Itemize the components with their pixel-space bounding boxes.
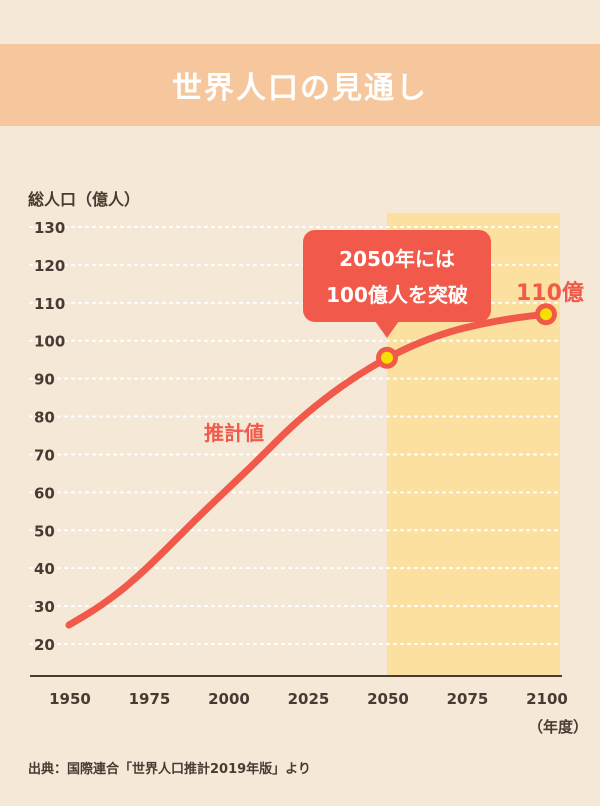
x-tick-label: 2075 xyxy=(447,690,489,708)
source-note: 出典：国際連合「世界人口推計2019年版」より xyxy=(28,762,311,777)
y-tick-label: 60 xyxy=(34,484,55,502)
y-tick-label: 70 xyxy=(34,446,55,464)
y-tick-label: 50 xyxy=(34,522,55,540)
y-tick-label: 30 xyxy=(34,598,55,616)
y-tick-label: 130 xyxy=(34,219,65,237)
marker-2100 xyxy=(540,308,552,321)
end-value-label: 110億 xyxy=(516,280,584,306)
title-bar: 世界人口の見通し xyxy=(0,44,600,126)
callout-pointer xyxy=(375,321,399,338)
page-title: 世界人口の見通し xyxy=(172,71,428,106)
x-tick-label: 2000 xyxy=(208,690,250,708)
x-tick-label: 2025 xyxy=(288,690,330,708)
y-tick-label: 90 xyxy=(34,371,55,389)
y-tick-label: 80 xyxy=(34,409,55,427)
series-label: 推計値 xyxy=(204,421,264,445)
x-axis-unit: （年度） xyxy=(528,718,589,736)
x-tick-label: 2050 xyxy=(367,690,409,708)
y-tick-label: 110 xyxy=(34,295,65,313)
callout-line-1: 2050年には xyxy=(339,247,455,271)
marker-2050 xyxy=(381,351,393,364)
x-tick-label: 1950 xyxy=(49,690,91,708)
x-tick-label: 2100 xyxy=(526,690,568,708)
x-tick-label: 1975 xyxy=(129,690,171,708)
callout-line-2: 100億人を突破 xyxy=(326,283,468,307)
y-tick-label: 40 xyxy=(34,560,55,578)
callout-box xyxy=(303,230,491,322)
y-tick-label: 120 xyxy=(34,257,65,275)
y-tick-label: 100 xyxy=(34,333,65,351)
y-axis-title: 総人口（億人） xyxy=(28,190,141,209)
population-line xyxy=(65,310,550,629)
y-tick-label: 20 xyxy=(34,636,55,654)
